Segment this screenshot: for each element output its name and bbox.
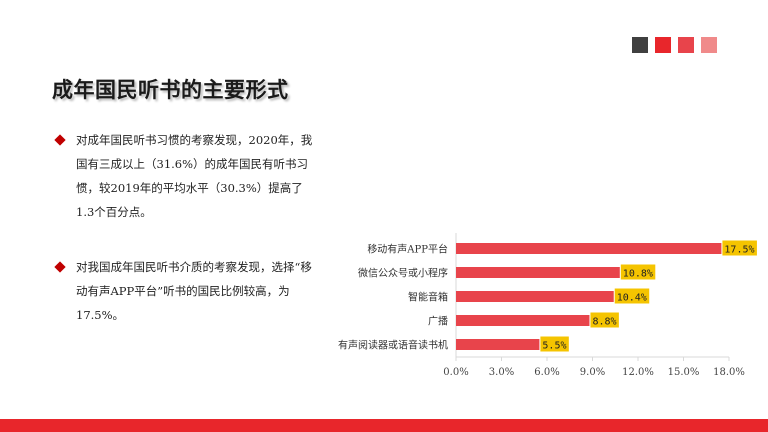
x-tick-label: 3.0%: [489, 367, 514, 378]
category-label: 移动有声APP平台: [367, 243, 448, 256]
footer-bar: [0, 419, 768, 432]
paragraph-2: 对我国成年国民听书介质的考察发现，选择“移动有声APP平台”听书的国民比例较高，…: [54, 255, 316, 327]
bar: [456, 243, 722, 254]
bar: [456, 339, 540, 350]
bar: [456, 315, 590, 326]
data-label-bg: [620, 264, 656, 280]
paragraph-text: 对成年国民听书习惯的考察发现，2020年，我国有三成以上（31.6%）的成年国民…: [76, 133, 313, 219]
category-label: 微信公众号或小程序: [358, 267, 448, 280]
square-red: [655, 37, 671, 53]
x-tick-label: 15.0%: [668, 367, 700, 378]
data-label: 17.5%: [724, 245, 754, 256]
data-label: 10.8%: [623, 269, 653, 280]
category-label: 广播: [428, 315, 448, 328]
bar: [456, 267, 620, 278]
x-tick-label: 0.0%: [443, 367, 468, 378]
x-tick-label: 9.0%: [580, 367, 605, 378]
data-label-bg: [722, 240, 757, 256]
decorative-squares: [632, 37, 717, 53]
square-red-light: [678, 37, 694, 53]
data-label-bg: [590, 312, 619, 328]
category-label: 智能音箱: [408, 291, 448, 304]
x-tick-label: 12.0%: [622, 367, 654, 378]
x-tick-label: 18.0%: [713, 367, 745, 378]
paragraph-text: 对我国成年国民听书介质的考察发现，选择“移动有声APP平台”听书的国民比例较高，…: [76, 260, 312, 322]
data-label-bg: [614, 288, 650, 304]
data-label-bg: [540, 336, 569, 352]
page-title: 成年国民听书的主要形式: [52, 78, 289, 102]
data-label: 8.8%: [592, 317, 616, 328]
square-dark: [632, 37, 648, 53]
paragraph-1: 对成年国民听书习惯的考察发现，2020年，我国有三成以上（31.6%）的成年国民…: [54, 128, 316, 224]
data-label: 5.5%: [542, 341, 566, 352]
category-label: 有声阅读器或语音读书机: [338, 339, 448, 352]
square-pink: [701, 37, 717, 53]
bar: [456, 291, 614, 302]
x-tick-label: 6.0%: [534, 367, 559, 378]
data-label: 10.4%: [617, 293, 647, 304]
